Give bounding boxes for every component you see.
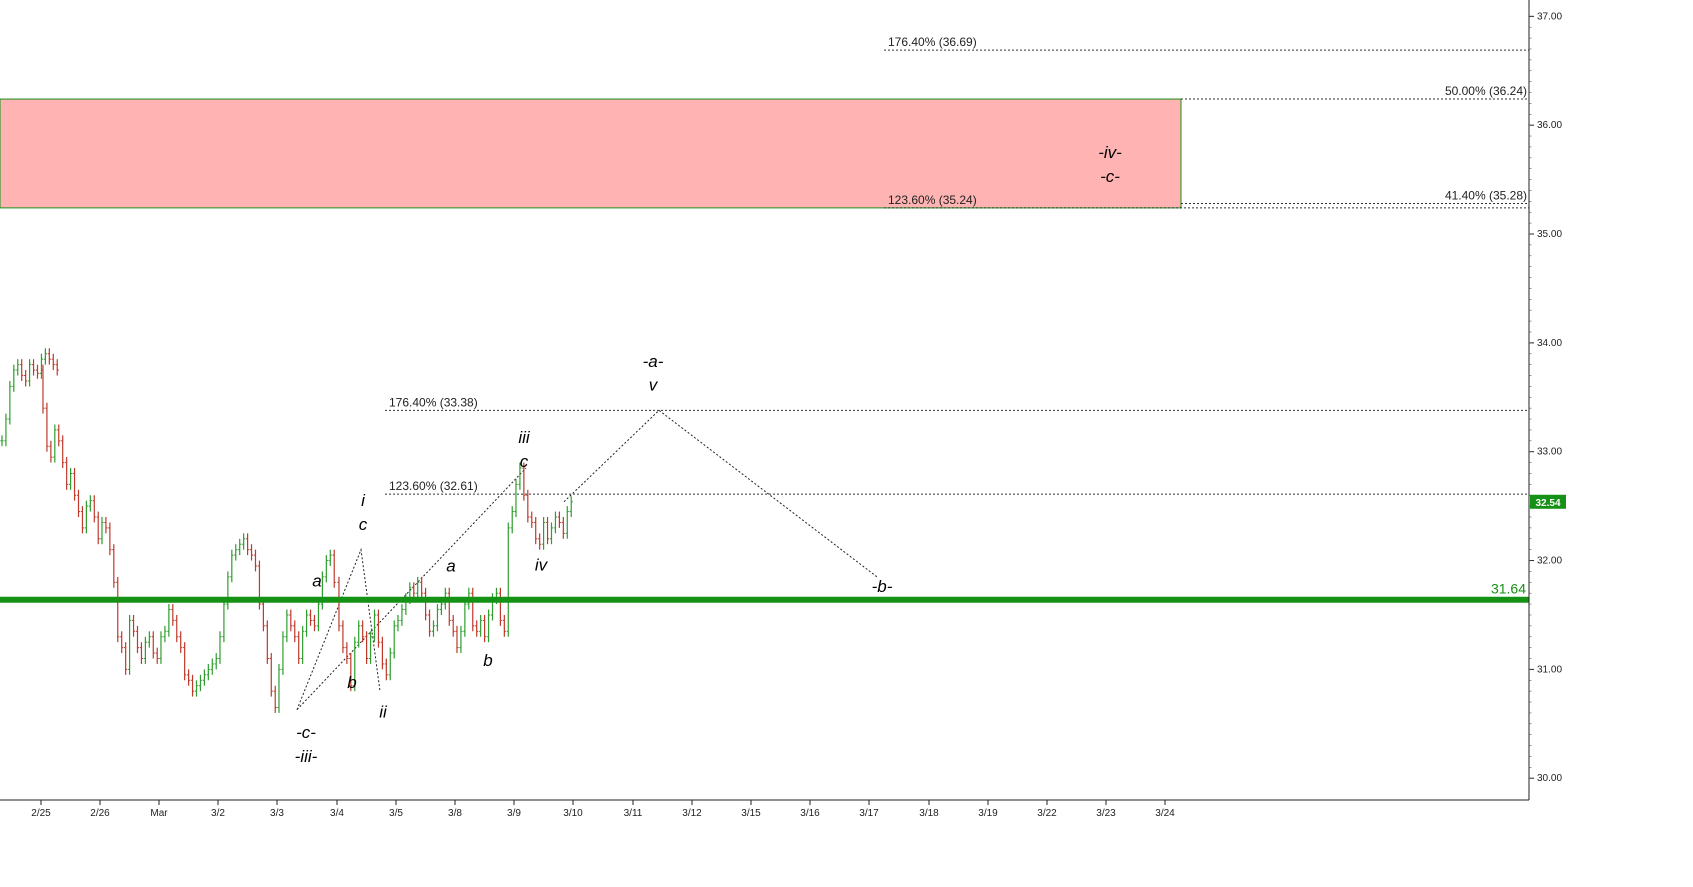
fib-level-label: 50.00% (36.24) xyxy=(1445,84,1527,98)
fib-level-label: 41.40% (35.28) xyxy=(1445,189,1527,203)
fib-level-label: 123.60% (35.24) xyxy=(888,193,977,207)
wave-label: -iv- xyxy=(1098,143,1122,162)
last-price-tag xyxy=(1530,494,1566,509)
x-tick-label: 3/19 xyxy=(978,808,998,819)
projection-path xyxy=(563,409,878,578)
x-tick-label: 3/22 xyxy=(1037,808,1057,819)
last-price-label: 32.54 xyxy=(1535,498,1560,509)
fibonacci-levels-layer: 176.40% (36.69) 50.00% (36.24) 41.40% (35.… xyxy=(385,35,1529,495)
wave-label: v xyxy=(649,376,659,395)
x-tick-label: 3/2 xyxy=(211,808,225,819)
x-tick-label: 3/23 xyxy=(1096,808,1116,819)
x-tick-label: 3/16 xyxy=(800,808,820,819)
y-tick-label: 31.00 xyxy=(1537,664,1562,675)
wave-label: i xyxy=(361,491,366,510)
x-tick-label: 3/9 xyxy=(507,808,521,819)
wave-label: a xyxy=(312,572,321,591)
x-tick-label: 3/24 xyxy=(1155,808,1175,819)
axes-layer: 30.00 31.00 32.00 33.00 34.00 35.00 36.00 37.00… xyxy=(0,0,1566,819)
price-bars-layer xyxy=(0,348,573,713)
wave-label: b xyxy=(483,651,492,670)
wave-label: -b- xyxy=(872,577,893,596)
wave-label: a xyxy=(446,556,455,575)
wave-label: ii xyxy=(379,702,388,721)
x-tick-label: 3/3 xyxy=(270,808,284,819)
wave-label: -iii- xyxy=(295,747,318,766)
x-tick-label: 3/4 xyxy=(330,808,344,819)
x-tick-label: 3/17 xyxy=(859,808,879,819)
fib-level-label: 123.60% (32.61) xyxy=(389,479,478,493)
x-tick-label: 3/12 xyxy=(682,808,702,819)
wave-label: -c- xyxy=(296,723,316,742)
y-tick-label: 33.00 xyxy=(1537,447,1562,458)
wave-channel-line xyxy=(296,467,527,711)
x-tick-label: 3/10 xyxy=(563,808,583,819)
wave-label: c xyxy=(359,515,368,534)
fib-level-label: 176.40% (36.69) xyxy=(888,35,977,49)
y-tick-label: 36.00 xyxy=(1537,120,1562,131)
y-tick-label: 34.00 xyxy=(1537,338,1562,349)
support-line-layer: 31.64 xyxy=(0,581,1529,603)
projection-path-layer xyxy=(296,409,878,711)
resistance-zone-layer xyxy=(0,98,1182,209)
y-tick-label: 32.00 xyxy=(1537,556,1562,567)
x-tick-label: 3/15 xyxy=(741,808,761,819)
fib-level-label: 176.40% (33.38) xyxy=(389,395,478,409)
y-tick-label: 30.00 xyxy=(1537,773,1562,784)
wave-label: c xyxy=(520,452,529,471)
x-tick-label: 3/5 xyxy=(389,808,403,819)
wave-label: -c- xyxy=(1100,167,1120,186)
wave-label: b xyxy=(347,673,356,692)
x-tick-label: 3/18 xyxy=(919,808,939,819)
y-tick-label: 37.00 xyxy=(1537,11,1562,22)
y-tick-label: 35.00 xyxy=(1537,229,1562,240)
x-tick-label: 2/25 xyxy=(31,808,51,819)
x-tick-label: Mar xyxy=(150,808,168,819)
wave-label: iv xyxy=(535,555,549,574)
x-tick-label: 2/26 xyxy=(90,808,110,819)
x-tick-label: 3/11 xyxy=(624,808,643,819)
wave-structure-line xyxy=(296,547,381,710)
wave-label: iii xyxy=(518,428,531,447)
x-tick-label: 3/8 xyxy=(448,808,462,819)
resistance-zone xyxy=(0,98,1182,209)
wave-label: -a- xyxy=(643,352,664,371)
support-line-label: 31.64 xyxy=(1491,581,1526,597)
